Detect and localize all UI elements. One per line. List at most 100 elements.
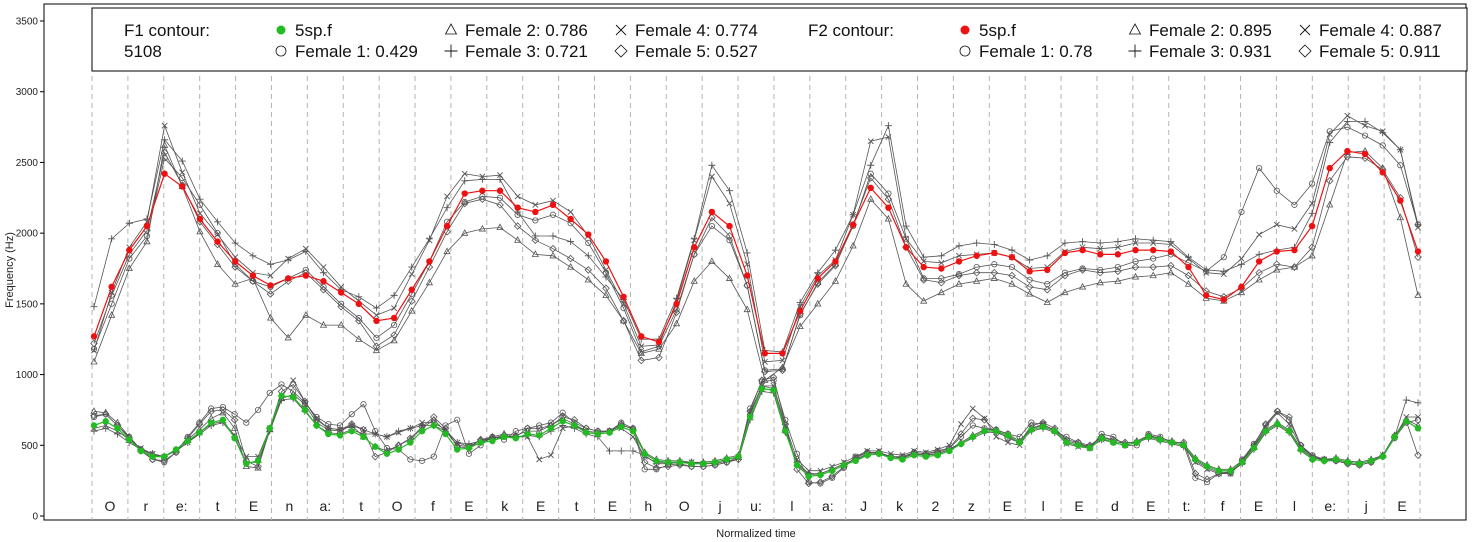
data-point <box>1414 451 1422 459</box>
data-point <box>290 377 297 384</box>
series-line <box>93 115 1419 363</box>
phoneme-label: f <box>1221 498 1225 514</box>
data-point <box>584 275 592 283</box>
data-point <box>320 264 327 271</box>
data-point <box>479 173 486 180</box>
data-point <box>513 222 522 230</box>
data-point <box>629 427 637 435</box>
data-point <box>1132 240 1139 247</box>
data-point <box>149 453 156 460</box>
data-point <box>1290 263 1299 271</box>
data-point <box>920 296 928 304</box>
data-point <box>531 250 539 257</box>
data-point <box>266 290 275 298</box>
data-point <box>708 257 716 264</box>
data-point <box>1202 292 1210 299</box>
data-point <box>1075 442 1082 449</box>
data-point <box>1079 246 1086 254</box>
data-point <box>372 304 380 312</box>
data-point <box>1114 251 1122 258</box>
data-point <box>547 425 555 432</box>
data-point <box>1157 436 1164 443</box>
phoneme-label: j <box>1364 498 1368 514</box>
data-point <box>1379 453 1387 460</box>
plot-frame <box>43 3 1467 521</box>
data-point <box>102 418 109 425</box>
data-point <box>359 425 368 434</box>
data-point <box>779 350 786 357</box>
data-point <box>90 422 98 429</box>
data-point <box>779 357 786 364</box>
data-point <box>641 450 648 457</box>
data-point <box>1273 265 1281 273</box>
data-point <box>496 194 504 201</box>
data-point <box>937 252 945 260</box>
data-point <box>1285 413 1293 421</box>
data-point <box>531 236 540 245</box>
data-point <box>108 235 116 243</box>
data-point <box>972 268 981 277</box>
data-point <box>743 272 751 279</box>
data-point <box>496 175 504 183</box>
data-point <box>990 240 998 248</box>
data-point <box>903 235 910 242</box>
y-axis-title: Frequency (Hz) <box>4 232 16 308</box>
data-point <box>1043 285 1052 294</box>
data-point <box>1008 246 1016 254</box>
data-point <box>1026 268 1033 275</box>
data-point <box>1114 244 1121 251</box>
data-point <box>832 258 839 265</box>
data-point <box>629 447 637 455</box>
series-layer <box>90 112 1422 488</box>
data-point <box>1078 282 1087 290</box>
data-point <box>955 271 963 280</box>
data-point <box>992 427 1000 435</box>
data-point <box>884 122 892 130</box>
data-point <box>373 334 380 341</box>
f1-legend-entry: 5sp.f <box>276 21 332 40</box>
data-point <box>778 366 787 375</box>
data-point <box>1150 246 1157 254</box>
data-point <box>276 25 286 35</box>
data-point <box>1016 439 1023 446</box>
f2-legend-label: Female 5: 0.911 <box>1319 42 1441 61</box>
data-point <box>1061 271 1069 280</box>
phoneme-label: E <box>1146 498 1155 514</box>
data-point <box>524 430 531 438</box>
data-point <box>688 460 695 467</box>
data-point <box>219 416 227 424</box>
data-point <box>566 263 575 270</box>
data-point <box>758 376 766 385</box>
data-point <box>302 272 310 279</box>
data-point <box>161 122 168 129</box>
data-point <box>1008 253 1016 261</box>
phoneme-label: E <box>464 498 473 514</box>
data-point <box>419 419 426 426</box>
data-point <box>231 239 239 247</box>
data-point <box>1008 263 1016 271</box>
data-point <box>390 291 398 299</box>
data-point <box>567 208 574 215</box>
data-point <box>864 451 871 459</box>
segment-grid <box>91 76 1421 520</box>
data-point <box>1344 112 1351 119</box>
data-point <box>676 459 684 466</box>
data-point <box>1273 407 1282 416</box>
data-point <box>249 272 257 279</box>
data-point <box>937 278 946 287</box>
data-point <box>161 170 168 177</box>
data-point <box>1414 425 1422 432</box>
f1-legend-entry: Female 2: 0.786 <box>444 21 588 40</box>
data-point <box>143 237 151 245</box>
data-point <box>336 432 344 439</box>
data-point <box>1025 289 1034 297</box>
phoneme-label: l <box>790 498 793 514</box>
data-point <box>1308 180 1316 187</box>
data-point <box>355 293 363 301</box>
data-point <box>735 453 742 460</box>
data-point <box>360 401 367 408</box>
y-tick-label: 1500 <box>16 299 39 310</box>
data-point <box>213 260 222 267</box>
f1-legend-label: Female 3: 0.721 <box>465 42 588 61</box>
